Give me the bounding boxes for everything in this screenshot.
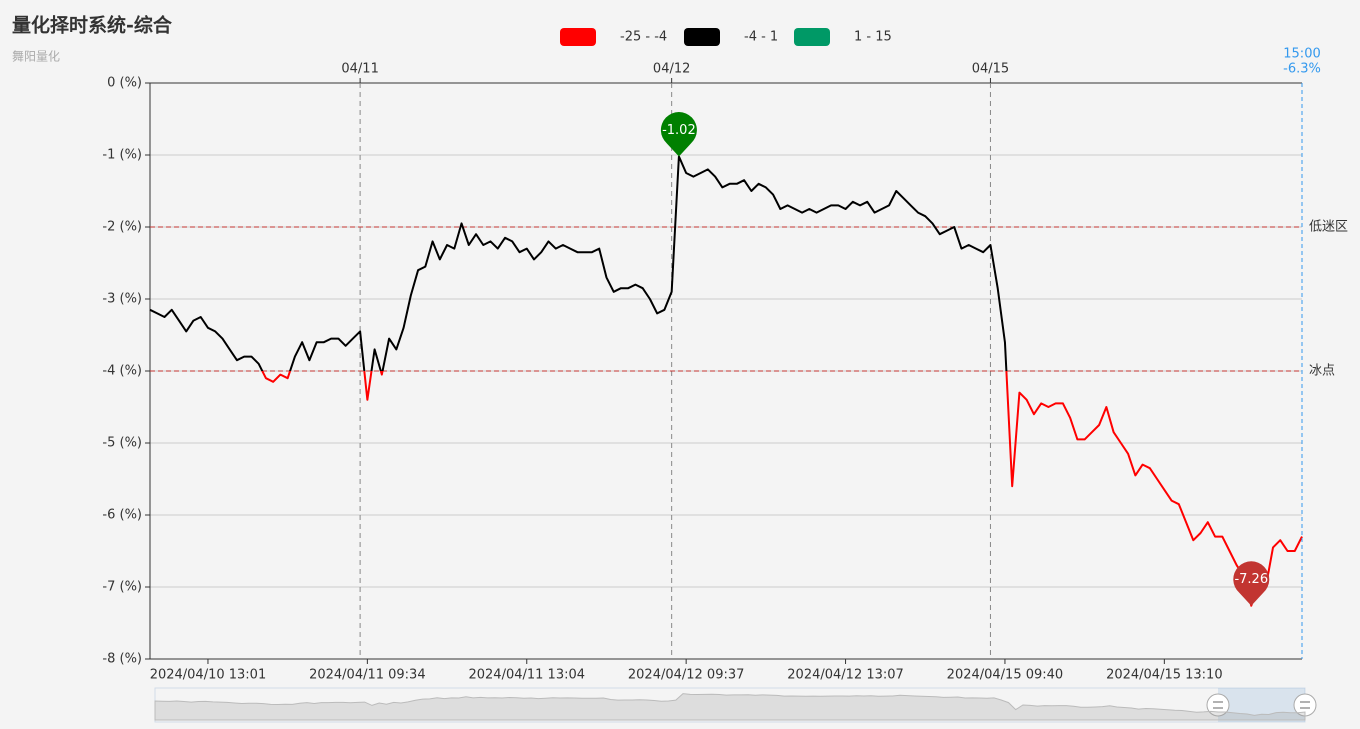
legend-swatch bbox=[560, 28, 596, 46]
y-tick-label: -3 (%) bbox=[102, 292, 142, 307]
legend-swatch bbox=[684, 28, 720, 46]
x-tick-label: 2024/04/11 09:34 bbox=[309, 668, 426, 683]
latest-time: 15:00 bbox=[1283, 47, 1320, 62]
day-label: 04/11 bbox=[341, 62, 378, 77]
legend-swatch bbox=[794, 28, 830, 46]
mark-line-label: 低迷区 bbox=[1309, 220, 1348, 235]
y-tick-label: -8 (%) bbox=[102, 652, 142, 667]
y-tick-label: -4 (%) bbox=[102, 364, 142, 379]
chart-subtitle: 舞阳量化 bbox=[12, 50, 60, 64]
y-tick-label: -1 (%) bbox=[102, 148, 142, 163]
x-tick-label: 2024/04/12 09:37 bbox=[628, 668, 745, 683]
legend-label: 1 - 15 bbox=[854, 30, 892, 45]
legend-label: -25 - -4 bbox=[620, 30, 667, 45]
y-tick-label: 0 (%) bbox=[107, 76, 142, 91]
y-tick-label: -7 (%) bbox=[102, 580, 142, 595]
mark-line-label: 冰点 bbox=[1309, 364, 1335, 379]
day-label: 04/12 bbox=[653, 62, 690, 77]
x-tick-label: 2024/04/12 13:07 bbox=[787, 668, 904, 683]
data-zoom-window[interactable] bbox=[1218, 688, 1305, 722]
x-tick-label: 2024/04/15 13:10 bbox=[1106, 668, 1223, 683]
latest-value: -6.3% bbox=[1283, 62, 1321, 77]
y-tick-label: -2 (%) bbox=[102, 220, 142, 235]
zoom-handle[interactable] bbox=[1206, 693, 1230, 717]
series-line bbox=[149, 155, 1303, 607]
chart-title: 量化择时系统-综合 bbox=[12, 14, 173, 37]
day-label: 04/15 bbox=[972, 62, 1009, 77]
y-tick-label: -6 (%) bbox=[102, 508, 142, 523]
mark-point-label: -7.26 bbox=[1234, 572, 1268, 587]
x-tick-label: 2024/04/11 13:04 bbox=[468, 668, 585, 683]
y-tick-label: -5 (%) bbox=[102, 436, 142, 451]
mark-point bbox=[660, 112, 697, 157]
zoom-handle[interactable] bbox=[1293, 693, 1317, 717]
mark-point bbox=[1233, 561, 1270, 606]
legend-label: -4 - 1 bbox=[744, 30, 778, 45]
zoom-preview bbox=[154, 693, 1306, 721]
x-tick-label: 2024/04/10 13:01 bbox=[150, 668, 267, 683]
mark-point-label: -1.02 bbox=[662, 123, 696, 138]
x-tick-label: 2024/04/15 09:40 bbox=[947, 668, 1064, 683]
